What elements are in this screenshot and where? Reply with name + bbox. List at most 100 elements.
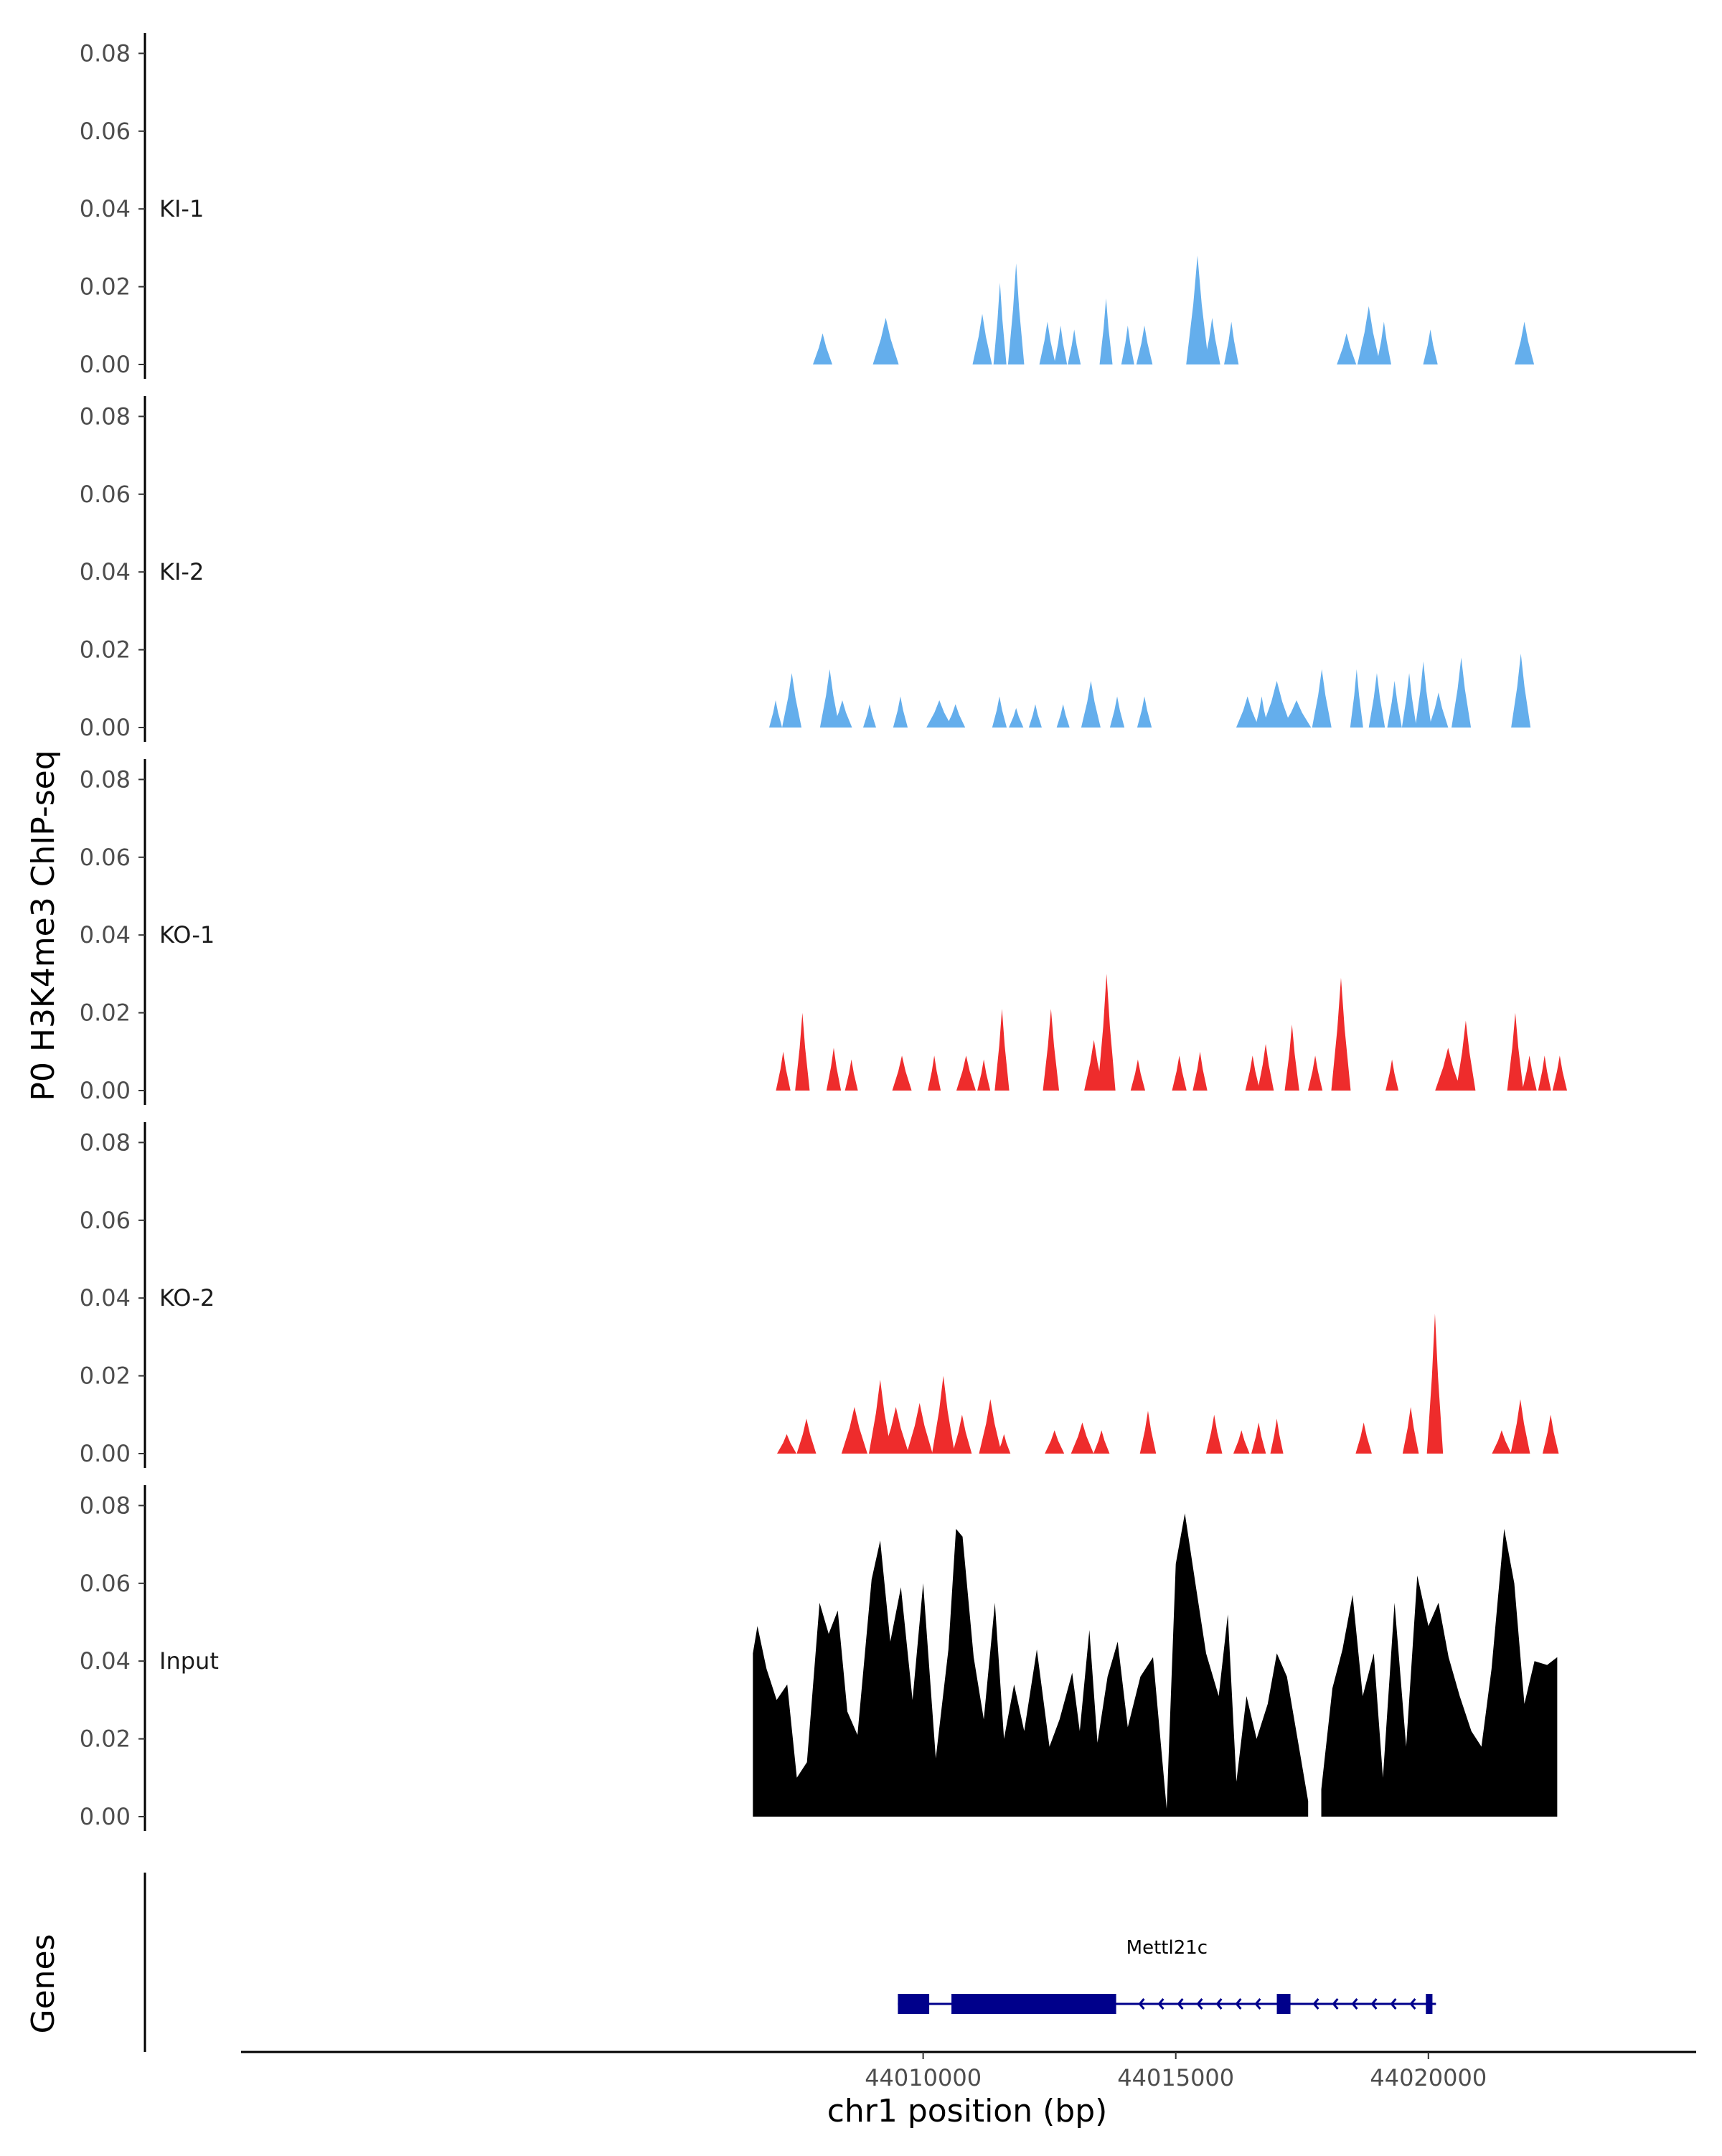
- track-ko-2: 0.00 0.02 0.04 0.06 0.08 KO-2: [80, 1122, 1559, 1468]
- gene-exon: [898, 1994, 930, 2014]
- y-tick-label: 0.04: [80, 1284, 131, 1312]
- y-tick-label: 0.06: [80, 1570, 131, 1597]
- y-tick-label: 0.06: [80, 1207, 131, 1234]
- peak: [1245, 1055, 1260, 1091]
- y-tick-label: 0.08: [80, 1129, 131, 1156]
- peak: [1552, 1055, 1568, 1091]
- y-tick-label: 0.02: [80, 1726, 131, 1753]
- y-tick-label: 0.02: [80, 273, 131, 301]
- y-tick-label: 0.08: [80, 766, 131, 793]
- peak: [997, 1434, 1011, 1454]
- peak: [1136, 325, 1153, 364]
- genes-axis-title: Genes: [25, 1934, 62, 2033]
- strand-arrow: [1370, 1998, 1378, 2010]
- peak: [768, 700, 783, 728]
- peak: [1172, 1055, 1187, 1091]
- y-tick-label: 0.06: [80, 844, 131, 871]
- peak: [1426, 1313, 1444, 1454]
- peak: [1387, 680, 1402, 728]
- peak: [1402, 1406, 1419, 1454]
- peak: [1429, 692, 1449, 728]
- peak: [1538, 1055, 1551, 1091]
- peak: [1204, 317, 1220, 364]
- strand-arrow: [1235, 1998, 1242, 2010]
- peak: [1130, 1059, 1146, 1091]
- strand-arrow: [1196, 1998, 1203, 2010]
- peak: [952, 1414, 972, 1454]
- peak: [1350, 669, 1363, 728]
- y-tick-label: 0.00: [80, 1440, 131, 1467]
- peak: [1109, 696, 1125, 728]
- y-tick-label: 0.04: [80, 195, 131, 222]
- strand-arrow: [1351, 1998, 1358, 2010]
- strand-arrow: [1157, 1998, 1165, 2010]
- peak: [946, 704, 966, 728]
- peak: [1312, 669, 1332, 728]
- peak: [1099, 298, 1113, 364]
- peak: [1284, 1024, 1299, 1091]
- peak: [1510, 1399, 1530, 1454]
- gene-exon: [1426, 1994, 1433, 2014]
- peak: [992, 696, 1007, 728]
- gene-exon: [1276, 1994, 1291, 2014]
- strand-arrow: [1138, 1998, 1145, 2010]
- peak: [994, 1009, 1010, 1091]
- gene-name-label: Mettl21c: [1126, 1937, 1208, 1959]
- peak: [862, 704, 876, 728]
- input-signal-area: [1321, 1528, 1558, 1817]
- track-label-ki-2: KI-2: [159, 558, 204, 585]
- peak: [1039, 321, 1056, 364]
- peak: [932, 1375, 955, 1454]
- y-tick-label: 0.02: [80, 636, 131, 664]
- peak: [1401, 673, 1417, 728]
- peak: [1515, 321, 1535, 364]
- peak: [1385, 1059, 1399, 1091]
- gene-track: 44010000 44015000 44020000 Mettl21c: [144, 1873, 1696, 2091]
- peak: [1368, 673, 1385, 728]
- peak: [1337, 333, 1357, 364]
- peak: [776, 1434, 797, 1454]
- peak: [893, 696, 908, 728]
- y-tick-label: 0.00: [80, 1803, 131, 1830]
- y-tick-label: 0.06: [80, 481, 131, 508]
- y-tick-label: 0.08: [80, 403, 131, 430]
- peak: [812, 333, 833, 364]
- peak: [1236, 696, 1259, 728]
- track-ko-1: 0.00 0.02 0.04 0.06 0.08 KO-1: [80, 759, 1568, 1105]
- track-label-input: Input: [159, 1647, 219, 1675]
- peak: [1251, 1422, 1266, 1454]
- peak: [1028, 704, 1042, 728]
- peak: [926, 700, 953, 728]
- peak: [1081, 680, 1101, 728]
- peak: [1270, 1418, 1284, 1454]
- peak: [1355, 1422, 1372, 1454]
- peak: [928, 1055, 941, 1091]
- strand-arrow: [1409, 1998, 1416, 2010]
- peak: [1137, 696, 1152, 728]
- peak: [1257, 1043, 1274, 1091]
- peak: [1456, 1020, 1476, 1091]
- strand-arrow: [1332, 1998, 1339, 2010]
- peak: [883, 1406, 909, 1454]
- peak: [1054, 325, 1068, 364]
- track-label-ki-1: KI-1: [159, 195, 204, 222]
- peak: [977, 1059, 991, 1091]
- peak: [868, 1380, 892, 1454]
- peak: [1186, 255, 1209, 364]
- peak: [1007, 263, 1025, 364]
- peak: [841, 1406, 867, 1454]
- peak: [872, 317, 899, 364]
- peak: [1255, 696, 1269, 728]
- strand-arrow: [1390, 1998, 1397, 2010]
- y-tick-label: 0.02: [80, 999, 131, 1027]
- y-tick-label: 0.00: [80, 1077, 131, 1104]
- track-input: 0.00 0.02 0.04 0.06 0.08 Input: [80, 1485, 1558, 1831]
- peak: [1357, 306, 1380, 364]
- strand-arrow: [1312, 1998, 1319, 2010]
- peak: [1415, 661, 1432, 728]
- peak: [979, 1399, 1002, 1454]
- peak: [796, 1418, 817, 1454]
- gene-exon: [951, 1994, 1116, 2014]
